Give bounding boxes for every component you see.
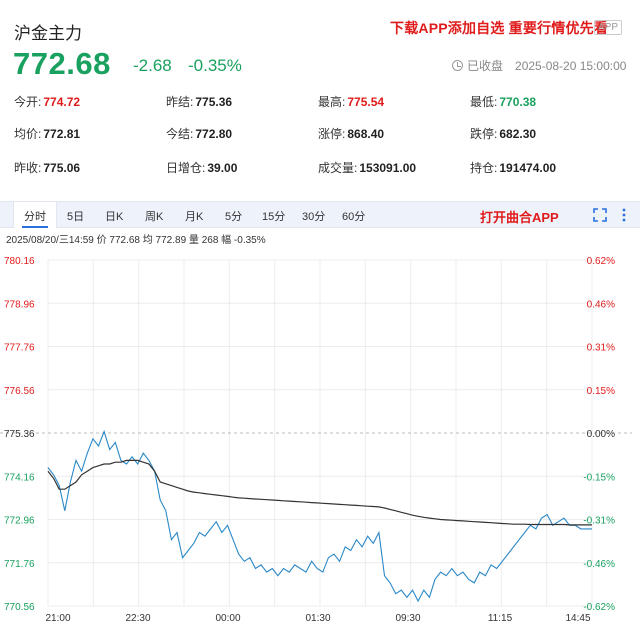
intraday-chart[interactable]: 780.16 778.96 777.76 776.56 775.36 774.16 772.… [0, 246, 640, 624]
download-app-promo[interactable]: 下载APP添加自选 重要行情优先看 [390, 20, 609, 36]
market-status: 已收盘 2025-08-20 15:00:00 [452, 57, 626, 74]
stat-prev-close: 昨收: 775.06 [14, 161, 81, 175]
y-tick-label: 778.96 [4, 299, 35, 310]
stat-volume: 成交量: 153091.00 [318, 161, 417, 175]
stat-low: 最低: 770.38 [470, 95, 537, 109]
stat-avg: 均价: 772.81 [14, 127, 81, 141]
stat-open-interest: 持仓: 191474.00 [470, 161, 557, 175]
average-series-line [47, 459, 592, 526]
x-tick-label: 01:30 [305, 613, 330, 624]
y-tick-label-right: 0.46% [587, 299, 615, 310]
stat-limit-down: 跌停: 682.30 [470, 127, 537, 141]
tab-5day[interactable]: 5日 [67, 211, 85, 223]
status-text: 已收盘 [467, 59, 504, 73]
quote-header: 沪金主力 下载APP添加自选 重要行情优先看 APP 772.68 -2.68 … [0, 0, 640, 90]
y-tick-label-right: -0.62% [583, 602, 615, 613]
stat-high: 最高: 775.54 [318, 95, 385, 109]
price-change-percent: -0.35% [188, 56, 242, 75]
stat-open: 今开: 774.72 [14, 95, 81, 109]
y-tick-label: 780.16 [4, 256, 35, 267]
more-icon[interactable] [617, 208, 631, 222]
stat-prev-settle: 昨结: 775.36 [166, 95, 233, 109]
tab-intraday[interactable]: 分时 [13, 202, 57, 228]
y-tick-label-right: -0.46% [583, 559, 615, 570]
y-tick-label: 774.16 [4, 472, 35, 483]
x-tick-label: 11:15 [488, 613, 513, 624]
stats-row: 昨收: 775.06 日增仓: 39.00 成交量: 153091.00 持仓: 191… [0, 159, 640, 185]
y-tick-label: 771.76 [4, 559, 35, 570]
last-price: 772.68 [13, 46, 111, 81]
contract-title: 沪金主力 [14, 24, 82, 43]
stats-row: 均价: 772.81 今结: 772.80 涨停: 868.40 跌停: 682.30 [0, 125, 640, 151]
x-tick-label: 22:30 [125, 613, 150, 624]
y-tick-label: 775.36 [4, 429, 35, 440]
period-tabs: 分时 5日 日K 周K 月K 5分 15分 30分 60分 打开曲合APP [0, 201, 640, 228]
y-tick-label: 777.76 [4, 343, 35, 354]
price-series-line [47, 429, 592, 603]
x-tick-label: 00:00 [215, 613, 240, 624]
y-tick-label-right: 0.00% [587, 429, 615, 440]
y-tick-label: 776.56 [4, 386, 35, 397]
tab-daily[interactable]: 日K [105, 211, 124, 223]
y-tick-label-right: 0.15% [587, 386, 615, 397]
stat-oi-change: 日增仓: 39.00 [166, 161, 238, 175]
crosshair-info: 2025/08/20/三14:59 价 772.68 均 772.89 量 26… [6, 235, 266, 246]
price-change: -2.68 [133, 56, 172, 75]
clock-icon [452, 60, 463, 71]
y-tick-label-right: 0.31% [587, 343, 615, 354]
open-app-link[interactable]: 打开曲合APP [480, 210, 559, 225]
y-tick-label: 772.96 [4, 516, 35, 527]
x-tick-label: 09:30 [395, 613, 420, 624]
y-tick-label-right: -0.31% [583, 516, 615, 527]
stats-row: 今开: 774.72 昨结: 775.36 最高: 775.54 最低: 770.38 [0, 93, 640, 119]
tab-15min[interactable]: 15分 [262, 211, 286, 223]
x-tick-label: 14:45 [565, 613, 590, 624]
stat-limit-up: 涨停: 868.40 [318, 127, 385, 141]
stat-settle: 今结: 772.80 [166, 127, 233, 141]
y-tick-label-right: -0.15% [583, 472, 615, 483]
fullscreen-icon[interactable] [593, 208, 607, 222]
app-tag[interactable]: APP [594, 20, 623, 35]
x-tick-label: 21:00 [45, 613, 70, 624]
tab-monthly[interactable]: 月K [185, 211, 204, 223]
tab-30min[interactable]: 30分 [302, 211, 326, 223]
y-tick-label-right: 0.62% [587, 256, 615, 267]
tab-5min[interactable]: 5分 [225, 211, 243, 223]
status-timestamp: 2025-08-20 15:00:00 [515, 58, 627, 73]
y-tick-label: 770.56 [4, 602, 35, 613]
tab-60min[interactable]: 60分 [342, 211, 366, 223]
tab-weekly[interactable]: 周K [145, 211, 164, 223]
